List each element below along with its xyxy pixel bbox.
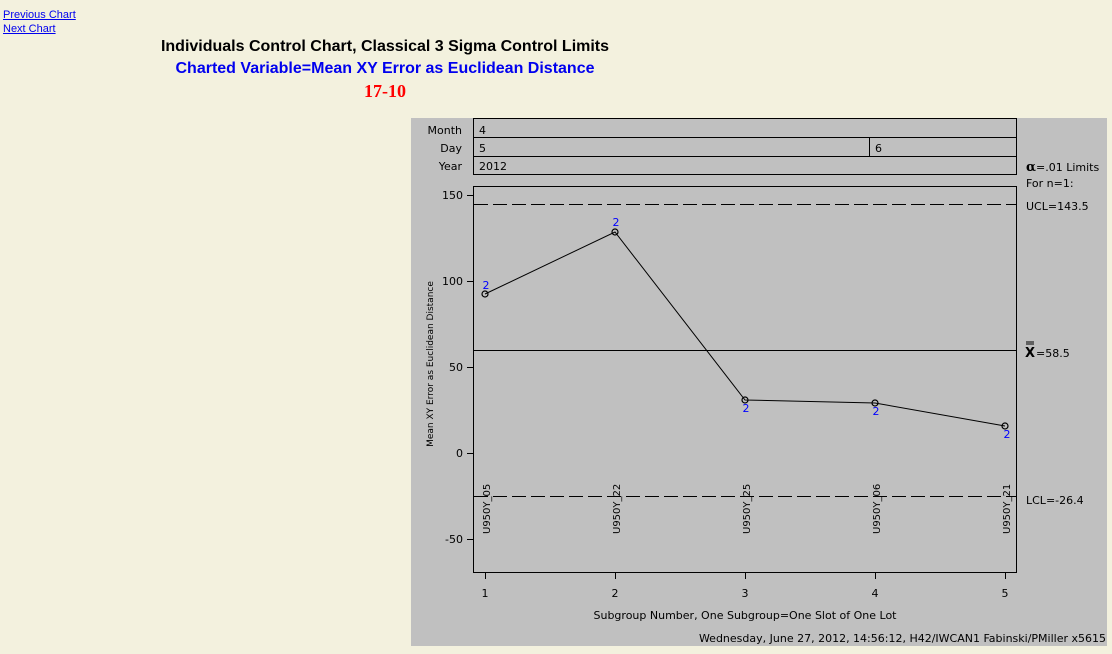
- ucl-label: UCL=143.5: [1026, 200, 1089, 213]
- day-value-1: 5: [479, 142, 486, 155]
- lot-label: U950Y_22: [612, 484, 623, 534]
- previous-chart-link[interactable]: Previous Chart: [3, 9, 76, 21]
- lot-label: U950Y_05: [482, 484, 493, 534]
- day-value-2: 6: [875, 142, 882, 155]
- x-tick-label: 1: [482, 587, 489, 600]
- plot-area: [473, 186, 1017, 573]
- mean-label: X =58.5: [1025, 341, 1070, 361]
- point-label: 2: [743, 402, 750, 415]
- x-tick-label: 4: [872, 587, 879, 600]
- month-label: Month: [428, 124, 463, 137]
- data-points: [481, 228, 1009, 430]
- charted-variable-title: Charted Variable=Mean XY Error as Euclid…: [175, 60, 595, 77]
- month-value: 4: [479, 124, 486, 137]
- header-table: [473, 118, 1017, 175]
- point-label: 2: [613, 216, 620, 229]
- lot-label: U950Y_06: [872, 484, 883, 534]
- data-point: [871, 399, 879, 407]
- year-value: 2012: [479, 160, 507, 173]
- point-label: 2: [483, 279, 490, 292]
- x-tick-label: 5: [1002, 587, 1009, 600]
- day-label: Day: [440, 142, 462, 155]
- x-tick-label: 2: [612, 587, 619, 600]
- data-point: [741, 396, 749, 404]
- svg-text:X: X: [1025, 346, 1035, 361]
- y-tick-label: 0: [456, 447, 463, 460]
- point-label: 2: [873, 405, 880, 418]
- y-tick-label: 100: [442, 275, 463, 288]
- alpha-limits-label: α=.01 Limits: [1026, 160, 1099, 175]
- chart-navigation: Previous Chart Next Chart: [3, 8, 76, 36]
- data-series-line: [484, 231, 1006, 427]
- year-label: Year: [438, 160, 463, 173]
- x-tick-label: 3: [742, 587, 749, 600]
- y-tick-label: -50: [445, 533, 463, 546]
- data-point: [481, 290, 489, 298]
- x-axis-label: Subgroup Number, One Subgroup=One Slot o…: [594, 609, 898, 622]
- footer-timestamp: Wednesday, June 27, 2012, 14:56:12, H42/…: [699, 632, 1106, 645]
- next-chart-link[interactable]: Next Chart: [3, 23, 56, 35]
- chart-id-title: 17-10: [364, 81, 406, 101]
- y-axis: [467, 195, 473, 540]
- chart-title: Individuals Control Chart, Classical 3 S…: [160, 38, 610, 55]
- lot-label: U950Y_25: [742, 484, 753, 534]
- data-point: [1001, 422, 1009, 430]
- y-tick-label: 150: [442, 189, 463, 202]
- x-axis: [485, 573, 1006, 579]
- chart-panel: [411, 118, 1107, 646]
- svg-text:=58.5: =58.5: [1036, 347, 1070, 360]
- for-n-label: For n=1:: [1026, 177, 1074, 190]
- y-tick-label: 50: [449, 361, 463, 374]
- data-point: [611, 228, 619, 236]
- y-axis-label: Mean XY Error as Euclidean Distance: [426, 281, 436, 447]
- lot-label: U950Y_21: [1002, 484, 1013, 534]
- point-label: 2: [1004, 428, 1011, 441]
- lcl-label: LCL=-26.4: [1026, 494, 1084, 507]
